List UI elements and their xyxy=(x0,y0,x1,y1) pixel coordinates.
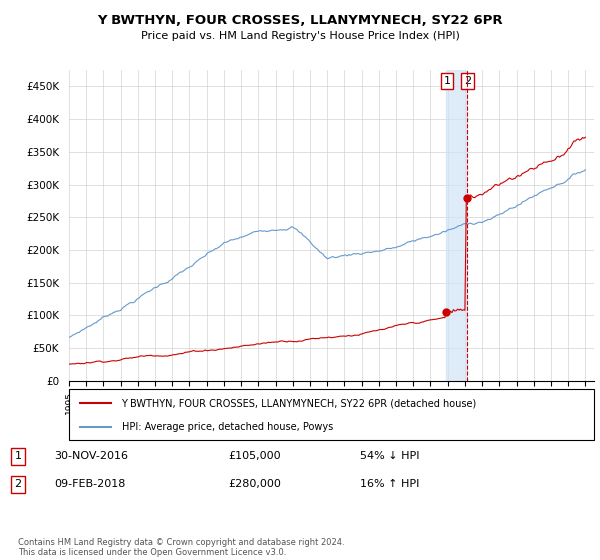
FancyBboxPatch shape xyxy=(69,389,594,440)
Text: £105,000: £105,000 xyxy=(228,451,281,461)
Text: 54% ↓ HPI: 54% ↓ HPI xyxy=(360,451,419,461)
Text: £280,000: £280,000 xyxy=(228,479,281,489)
Text: 2: 2 xyxy=(14,479,22,489)
Text: 2: 2 xyxy=(464,76,471,86)
Text: Contains HM Land Registry data © Crown copyright and database right 2024.
This d: Contains HM Land Registry data © Crown c… xyxy=(18,538,344,557)
Text: 16% ↑ HPI: 16% ↑ HPI xyxy=(360,479,419,489)
Text: 1: 1 xyxy=(443,76,451,86)
Text: Y BWTHYN, FOUR CROSSES, LLANYMYNECH, SY22 6PR: Y BWTHYN, FOUR CROSSES, LLANYMYNECH, SY2… xyxy=(97,14,503,27)
Bar xyxy=(446,70,467,381)
Text: 1: 1 xyxy=(14,451,22,461)
Text: HPI: Average price, detached house, Powys: HPI: Average price, detached house, Powy… xyxy=(121,422,333,432)
Text: 30-NOV-2016: 30-NOV-2016 xyxy=(54,451,128,461)
Text: Y BWTHYN, FOUR CROSSES, LLANYMYNECH, SY22 6PR (detached house): Y BWTHYN, FOUR CROSSES, LLANYMYNECH, SY2… xyxy=(121,398,477,408)
Text: Price paid vs. HM Land Registry's House Price Index (HPI): Price paid vs. HM Land Registry's House … xyxy=(140,31,460,41)
Text: 09-FEB-2018: 09-FEB-2018 xyxy=(54,479,125,489)
